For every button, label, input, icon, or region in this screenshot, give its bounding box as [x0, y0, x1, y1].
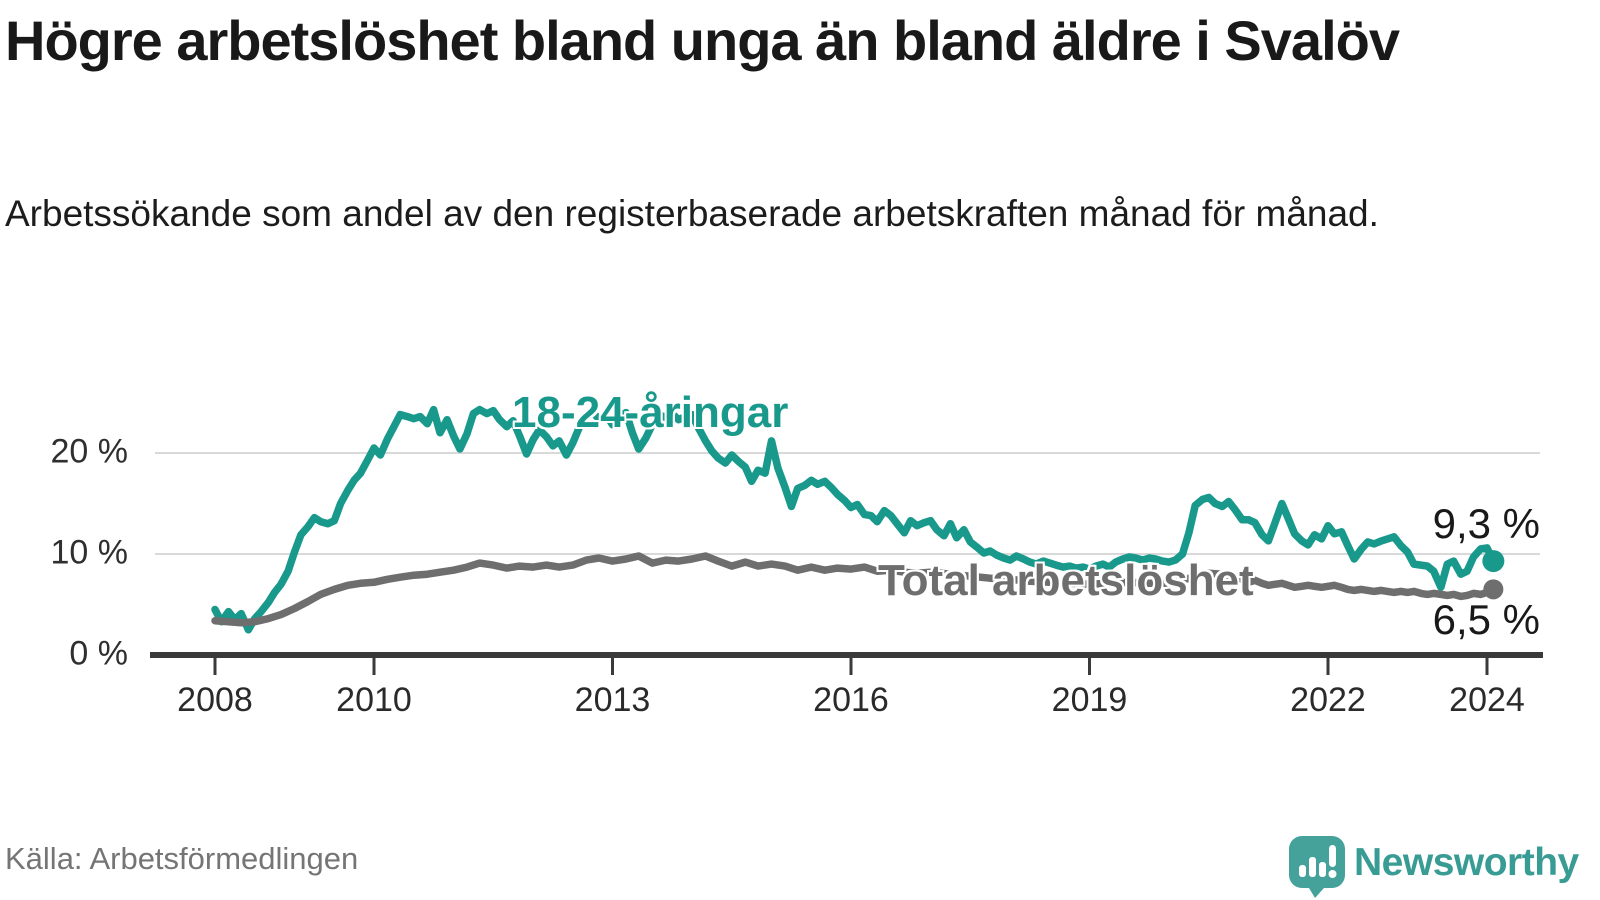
logo-bar-3	[1319, 862, 1326, 877]
series-label-young: 18-24-åringar	[512, 388, 789, 437]
x-axis-label-2024: 2024	[1449, 681, 1525, 719]
y-axis-label-0: 0 %	[69, 634, 128, 673]
newsworthy-logo-icon	[1289, 836, 1345, 898]
logo-exclamation-dot	[1328, 870, 1337, 878]
x-axis-label-2016: 2016	[813, 681, 889, 719]
page-title: Högre arbetslöshet bland unga än bland ä…	[5, 9, 1400, 72]
y-axis-label-20: 20 %	[50, 432, 129, 471]
x-axis-label-2010: 2010	[336, 681, 412, 719]
x-axis-label-2008: 2008	[177, 681, 253, 719]
end-value-label-young: 9,3 %	[1432, 500, 1540, 547]
source-attribution: Källa: Arbetsförmedlingen	[5, 841, 359, 876]
logo-bar-1	[1299, 865, 1306, 877]
y-axis-label-10: 10 %	[50, 533, 129, 572]
chart-subtitle: Arbetssökande som andel av den registerb…	[5, 193, 1379, 234]
end-dot-youth-series	[1482, 550, 1505, 573]
logo-bubble-shape	[1289, 836, 1345, 898]
logo-exclamation-bar	[1329, 845, 1336, 867]
x-axis-label-2019: 2019	[1051, 681, 1128, 719]
end-value-label-total: 6,5 %	[1432, 596, 1540, 643]
newsworthy-logo-text: Newsworthy	[1354, 841, 1579, 884]
newsworthy-logo: Newsworthy	[1288, 833, 1600, 899]
line-total-series	[211, 552, 1498, 627]
x-axis-label-2022: 2022	[1290, 681, 1366, 719]
x-axis-label-2013: 2013	[574, 681, 651, 719]
end-dot-total-series	[1483, 579, 1504, 600]
series-label-total: Total arbetslöshet	[878, 556, 1254, 605]
logo-bar-2	[1309, 857, 1316, 877]
line-youth-series	[211, 405, 1498, 634]
